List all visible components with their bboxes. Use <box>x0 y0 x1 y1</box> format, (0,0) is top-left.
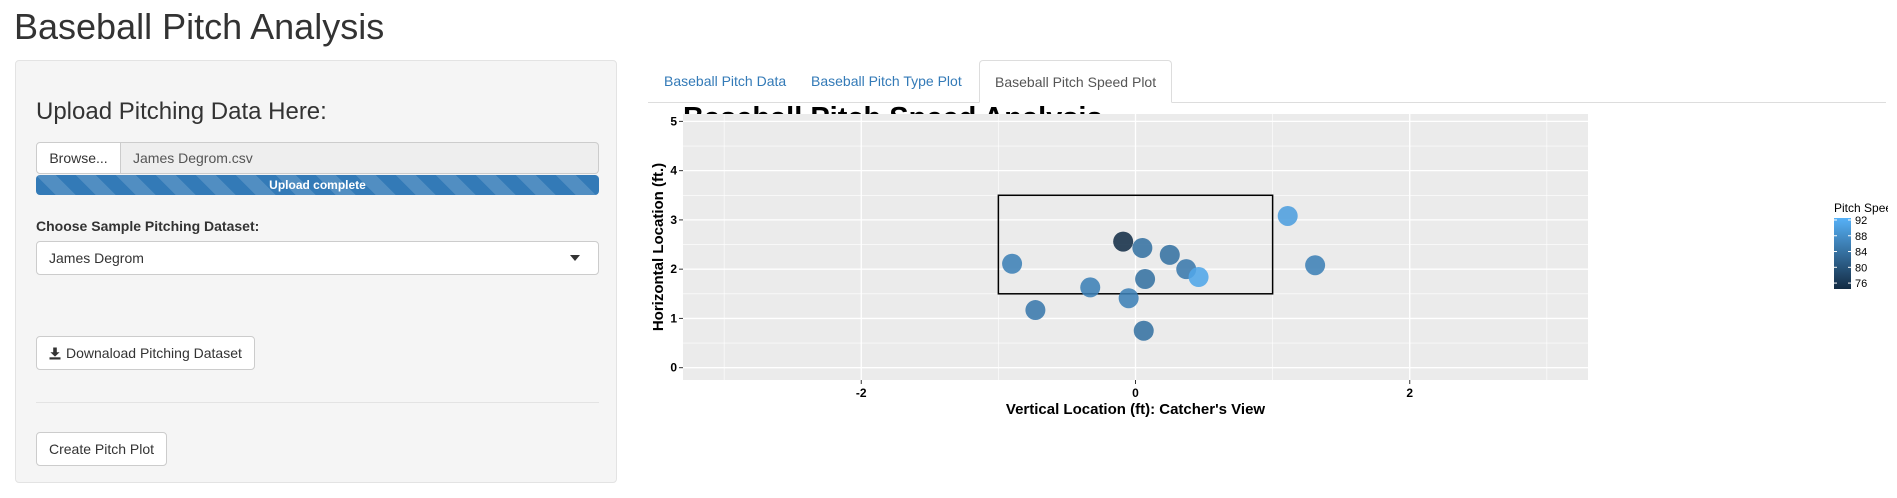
x-axis-title: Vertical Location (ft): Catcher's View <box>1006 401 1266 418</box>
legend-title: Pitch Speed <box>1834 201 1888 215</box>
x-tick-label: 2 <box>1406 386 1413 400</box>
y-tick-label: 3 <box>670 213 677 227</box>
legend: Pitch Speed 92 88 84 80 76 <box>1834 201 1888 290</box>
legend-tick-label: 76 <box>1855 278 1867 290</box>
dataset-select-value: James Degrom <box>49 250 144 266</box>
y-tick-label: 4 <box>670 164 677 178</box>
pitch-point <box>1118 288 1139 309</box>
pitch-point <box>1188 267 1209 288</box>
y-tick-label: 5 <box>670 114 677 128</box>
create-pitch-plot-button[interactable]: Create Pitch Plot <box>36 432 168 466</box>
tab-pitch-speed-plot[interactable]: Baseball Pitch Speed Plot <box>979 60 1173 103</box>
legend-colorbar <box>1834 218 1851 289</box>
pitch-point <box>1135 269 1156 290</box>
download-icon <box>49 347 61 359</box>
dataset-select-label: Choose Sample Pitching Dataset: <box>36 218 260 234</box>
app-title: Baseball Pitch Analysis <box>14 6 385 47</box>
x-tick-label: -2 <box>856 386 867 400</box>
file-name-field: James Degrom.csv <box>121 142 599 174</box>
pitch-point <box>1002 253 1023 274</box>
download-dataset-label: Downaload Pitching Dataset <box>66 345 242 361</box>
pitch-point <box>1132 237 1153 258</box>
upload-status-text: Upload complete <box>269 178 366 192</box>
pitch-point <box>1277 205 1298 226</box>
legend-tick-label: 92 <box>1855 215 1867 227</box>
tab-pitch-type-plot[interactable]: Baseball Pitch Type Plot <box>811 73 962 89</box>
download-dataset-button[interactable]: Downaload Pitching Dataset <box>36 336 255 370</box>
tab-pitch-data[interactable]: Baseball Pitch Data <box>664 73 787 89</box>
pitch-point <box>1159 244 1180 265</box>
sidebar-divider <box>36 402 599 403</box>
pitch-point <box>1025 300 1046 321</box>
y-tick-label: 0 <box>670 361 677 375</box>
chevron-down-icon <box>570 255 580 261</box>
dataset-select[interactable]: James Degrom <box>36 241 599 275</box>
sidebar-panel: Upload Pitching Data Here: Browse... Jam… <box>15 60 617 483</box>
pitch-point <box>1113 231 1134 252</box>
pitch-point <box>1080 277 1101 298</box>
legend-tick-label: 84 <box>1855 247 1867 259</box>
upload-progress-bar: Upload complete <box>36 175 599 195</box>
y-tick-label: 2 <box>670 262 677 276</box>
y-tick-label: 1 <box>670 311 677 325</box>
browse-button[interactable]: Browse... <box>36 142 121 174</box>
file-upload-input[interactable]: Browse... James Degrom.csv <box>36 142 599 174</box>
legend-tick-label: 80 <box>1855 262 1867 274</box>
tab-bar: Baseball Pitch Data Baseball Pitch Type … <box>648 60 1886 103</box>
x-tick-label: 0 <box>1132 386 1139 400</box>
y-axis-title: Horizontal Location (ft.) <box>650 163 667 331</box>
pitch-point <box>1133 320 1154 341</box>
pitch-point <box>1305 255 1326 276</box>
upload-title: Upload Pitching Data Here: <box>36 98 327 125</box>
legend-tick-label: 88 <box>1855 231 1867 243</box>
